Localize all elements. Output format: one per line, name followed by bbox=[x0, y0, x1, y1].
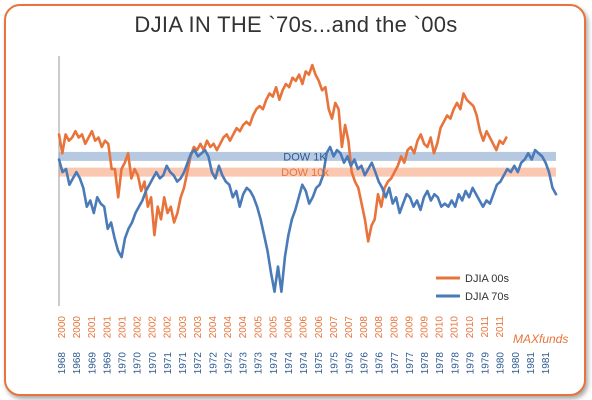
bottom-tick-label: 1974 bbox=[284, 352, 295, 375]
top-tick-label: 2000 bbox=[72, 316, 83, 339]
reference-bands bbox=[59, 151, 556, 177]
series-lines bbox=[57, 63, 558, 294]
bottom-axis-ticks: 1968 1968 1969 1969 1970 1970 1970 1971 1971 1972… bbox=[57, 352, 552, 375]
top-tick-label: 2002 bbox=[133, 316, 144, 339]
top-tick-label: 2010 bbox=[450, 316, 461, 339]
top-tick-label: 2001 bbox=[102, 316, 113, 339]
bottom-tick-label: 1981 bbox=[541, 352, 552, 375]
bottom-tick-label: 1975 bbox=[314, 352, 325, 375]
top-tick-label: 2010 bbox=[465, 316, 476, 339]
top-tick-label: 2009 bbox=[404, 316, 415, 339]
top-tick-label: 2002 bbox=[163, 316, 174, 339]
top-tick-label: 2007 bbox=[344, 316, 355, 339]
top-tick-label: 2007 bbox=[329, 316, 340, 339]
top-tick-label: 2004 bbox=[208, 316, 219, 339]
bottom-tick-label: 1974 bbox=[299, 352, 310, 375]
top-tick-label: 2002 bbox=[148, 316, 159, 339]
bottom-tick-label: 1976 bbox=[344, 352, 355, 375]
top-tick-label: 2005 bbox=[268, 316, 279, 339]
bottom-tick-label: 1978 bbox=[450, 352, 461, 375]
bottom-tick-label: 1971 bbox=[163, 352, 174, 375]
bottom-tick-label: 1972 bbox=[223, 352, 234, 375]
bottom-tick-label: 1970 bbox=[118, 352, 129, 375]
bottom-tick-label: 1974 bbox=[269, 352, 280, 375]
bottom-tick-label: 1968 bbox=[57, 352, 68, 375]
top-tick-label: 2004 bbox=[238, 316, 249, 339]
bottom-tick-label: 1977 bbox=[405, 352, 416, 375]
band-label-0: DOW 1K bbox=[283, 151, 327, 163]
band-labels: DOW 1K DOW 10k bbox=[281, 151, 329, 179]
series-line-1 bbox=[57, 145, 558, 294]
top-tick-label: 2001 bbox=[87, 316, 98, 339]
top-tick-label: 2010 bbox=[435, 316, 446, 339]
bottom-tick-label: 1970 bbox=[133, 352, 144, 375]
bottom-tick-label: 1978 bbox=[435, 352, 446, 375]
top-tick-label: 2008 bbox=[374, 316, 385, 339]
top-tick-label: 2004 bbox=[223, 316, 234, 339]
bottom-tick-label: 1973 bbox=[254, 352, 265, 375]
legend: DJIA 00s DJIA 70s bbox=[436, 273, 510, 303]
top-tick-label: 2000 bbox=[57, 316, 68, 339]
top-tick-label: 2001 bbox=[117, 316, 128, 339]
top-tick-label: 2005 bbox=[253, 316, 264, 339]
series-line-0 bbox=[57, 63, 508, 243]
bottom-tick-label: 1977 bbox=[390, 352, 401, 375]
bottom-tick-label: 1969 bbox=[102, 352, 113, 375]
bottom-tick-label: 1976 bbox=[375, 352, 386, 375]
legend-label-1: DJIA 70s bbox=[465, 291, 510, 303]
watermark: MAXfunds bbox=[513, 332, 568, 346]
bottom-tick-label: 1980 bbox=[511, 352, 522, 375]
top-tick-label: 2006 bbox=[284, 316, 295, 339]
top-tick-label: 2009 bbox=[420, 316, 431, 339]
top-tick-label: 2003 bbox=[193, 316, 204, 339]
top-tick-label: 2003 bbox=[178, 316, 189, 339]
band-0 bbox=[59, 151, 556, 161]
bottom-tick-label: 1973 bbox=[239, 352, 250, 375]
top-tick-label: 2011 bbox=[495, 316, 506, 338]
chart-title: DJIA IN THE `70s...and the `00s bbox=[134, 12, 458, 37]
bottom-tick-label: 1980 bbox=[496, 352, 507, 375]
top-tick-label: 2006 bbox=[314, 316, 325, 339]
bottom-tick-label: 1981 bbox=[526, 352, 537, 375]
legend-label-0: DJIA 00s bbox=[465, 273, 510, 285]
bottom-tick-label: 1969 bbox=[87, 352, 98, 375]
bottom-tick-label: 1971 bbox=[178, 352, 189, 375]
top-tick-label: 2008 bbox=[389, 316, 400, 339]
bottom-tick-label: 1972 bbox=[208, 352, 219, 375]
bottom-tick-label: 1975 bbox=[329, 352, 340, 375]
top-tick-label: 2006 bbox=[299, 316, 310, 339]
top-axis-ticks: 2000 2000 2001 2001 2001 2002 2002 2002 2003 2003… bbox=[57, 316, 506, 339]
bottom-tick-label: 1979 bbox=[481, 352, 492, 375]
bottom-tick-label: 1972 bbox=[193, 352, 204, 375]
top-tick-label: 2008 bbox=[359, 316, 370, 339]
band-1 bbox=[59, 167, 556, 177]
top-tick-label: 2011 bbox=[480, 316, 491, 338]
band-label-1: DOW 10k bbox=[281, 167, 329, 179]
chart-card bbox=[4, 4, 586, 396]
bottom-tick-label: 1978 bbox=[420, 352, 431, 375]
bottom-tick-label: 1968 bbox=[72, 352, 83, 375]
bottom-tick-label: 1979 bbox=[465, 352, 476, 375]
bottom-tick-label: 1970 bbox=[148, 352, 159, 375]
bottom-tick-label: 1976 bbox=[360, 352, 371, 375]
